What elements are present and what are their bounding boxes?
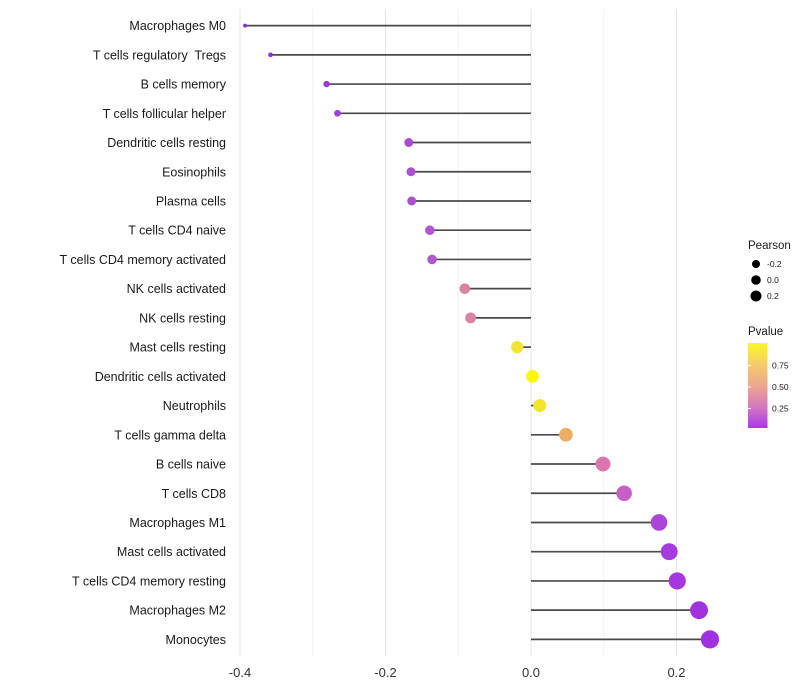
lollipop-row: T cells regulatory Tregs <box>93 48 531 62</box>
lollipop-row: B cells naive <box>156 456 611 472</box>
size-legend-key <box>751 275 761 285</box>
category-label: Neutrophils <box>163 399 226 413</box>
category-label: Macrophages M2 <box>129 604 226 618</box>
lollipop-row: Neutrophils <box>163 399 547 413</box>
data-point <box>268 52 273 58</box>
data-point <box>650 514 668 531</box>
data-point <box>407 196 417 206</box>
category-label: Dendritic cells resting <box>107 136 226 150</box>
lollipop-row: T cells CD4 memory activated <box>60 253 531 267</box>
lollipop-row: Dendritic cells resting <box>107 136 531 150</box>
category-label: T cells regulatory Tregs <box>93 48 226 62</box>
category-label: Monocytes <box>166 633 226 647</box>
lollipop-row: T cells CD4 naive <box>128 224 531 238</box>
lollipop-row: NK cells resting <box>139 311 531 325</box>
category-label: NK cells resting <box>139 311 226 325</box>
data-point <box>616 485 632 502</box>
x-axis-tick-label: -0.2 <box>374 665 396 680</box>
lollipop-row: Macrophages M1 <box>129 514 668 531</box>
size-legend-key <box>752 260 760 268</box>
color-legend-label: 0.50 <box>772 382 789 392</box>
data-point <box>404 138 414 147</box>
category-label: Dendritic cells activated <box>95 370 226 384</box>
lollipop-row: Monocytes <box>166 630 720 649</box>
data-point <box>595 456 611 472</box>
data-point <box>406 167 416 177</box>
data-point <box>427 254 437 265</box>
color-legend-label: 0.25 <box>772 404 789 414</box>
category-label: Mast cells activated <box>117 545 226 559</box>
size-legend-label: -0.2 <box>767 259 782 269</box>
category-label: T cells CD4 memory resting <box>72 574 226 588</box>
size-legend-key <box>750 290 762 302</box>
category-label: T cells follicular helper <box>103 107 226 121</box>
data-point <box>559 427 573 442</box>
data-point <box>323 80 330 88</box>
lollipop-row: Macrophages M0 <box>129 19 531 33</box>
data-point <box>465 312 477 324</box>
x-axis-tick-label: -0.4 <box>229 665 251 680</box>
lollipop-row: Macrophages M2 <box>129 601 708 620</box>
category-label: Macrophages M0 <box>129 19 226 33</box>
lollipop-row: Plasma cells <box>156 194 531 208</box>
lollipop-row: NK cells activated <box>127 282 531 296</box>
category-label: T cells CD8 <box>162 487 226 501</box>
lollipop-row: Eosinophils <box>162 165 531 179</box>
pvalue-colorbar <box>748 343 768 428</box>
lollipop-row: B cells memory <box>141 78 531 92</box>
data-point <box>425 225 435 235</box>
lollipop-row: Mast cells resting <box>129 341 531 355</box>
category-label: B cells naive <box>156 458 226 472</box>
data-point <box>700 630 720 649</box>
category-label: NK cells activated <box>127 282 226 296</box>
x-axis-tick-label: 0.0 <box>522 665 540 680</box>
lollipop-row: T cells gamma delta <box>114 427 573 442</box>
color-legend-title: Pvalue <box>748 326 783 338</box>
category-label: B cells memory <box>141 78 227 92</box>
lollipop-row: T cells CD8 <box>162 485 632 502</box>
lollipop-row: Mast cells activated <box>117 543 678 561</box>
data-point <box>690 601 708 620</box>
category-label: Mast cells resting <box>129 341 226 355</box>
category-label: Macrophages M1 <box>129 516 226 530</box>
color-legend: Pvalue 0.75 0.50 0.25 <box>748 326 789 428</box>
data-point <box>660 543 678 561</box>
category-label: Plasma cells <box>156 194 226 208</box>
data-point <box>668 572 686 590</box>
category-label: T cells CD4 naive <box>128 224 226 238</box>
data-point <box>511 340 524 354</box>
lollipop-row: T cells CD4 memory resting <box>72 572 686 590</box>
data-point <box>243 23 248 28</box>
color-legend-label: 0.75 <box>772 361 789 371</box>
size-legend-label: 0.2 <box>767 291 779 301</box>
data-point <box>459 283 471 294</box>
category-label: Eosinophils <box>162 165 226 179</box>
lollipop-row: Dendritic cells activated <box>95 370 539 384</box>
lollipop-row: T cells follicular helper <box>103 107 531 121</box>
data-point <box>533 399 547 413</box>
data-point <box>334 109 341 117</box>
size-legend: Pearson -0.2 0.0 0.2 <box>748 240 791 302</box>
x-axis-tick-label: 0.2 <box>667 665 685 680</box>
data-point <box>526 369 539 383</box>
category-label: T cells gamma delta <box>114 428 226 442</box>
category-label: T cells CD4 memory activated <box>60 253 227 267</box>
size-legend-title: Pearson <box>748 240 791 252</box>
size-legend-label: 0.0 <box>767 275 779 285</box>
